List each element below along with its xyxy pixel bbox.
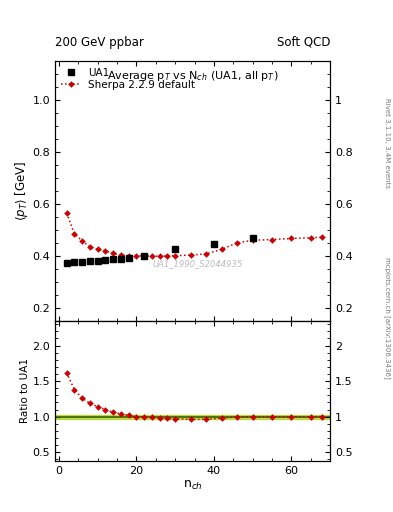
Text: Average p$_T$ vs N$_{ch}$ (UA1, all p$_T$): Average p$_T$ vs N$_{ch}$ (UA1, all p$_T… (107, 69, 278, 83)
Sherpa 2.2.9 default (173, 252, 178, 259)
Text: mcplots.cern.ch [arXiv:1306.3436]: mcplots.cern.ch [arXiv:1306.3436] (384, 257, 391, 378)
UA1 (111, 257, 116, 263)
X-axis label: n$_{ch}$: n$_{ch}$ (183, 478, 202, 492)
Sherpa 2.2.9 default (188, 252, 193, 258)
Sherpa 2.2.9 default (134, 253, 139, 259)
Text: Soft QCD: Soft QCD (277, 36, 330, 49)
Sherpa 2.2.9 default (320, 234, 325, 240)
UA1 (103, 257, 108, 263)
Sherpa 2.2.9 default (289, 236, 294, 242)
Sherpa 2.2.9 default (95, 246, 100, 252)
Sherpa 2.2.9 default (270, 237, 274, 243)
UA1 (173, 246, 178, 252)
Sherpa 2.2.9 default (165, 253, 170, 259)
Sherpa 2.2.9 default (126, 252, 131, 259)
Line: UA1: UA1 (64, 234, 256, 266)
UA1 (64, 260, 69, 266)
UA1 (95, 258, 100, 264)
Y-axis label: $\langle p_T \rangle$ [GeV]: $\langle p_T \rangle$ [GeV] (13, 161, 29, 221)
Y-axis label: Ratio to UA1: Ratio to UA1 (20, 358, 29, 423)
Sherpa 2.2.9 default (103, 248, 108, 254)
Sherpa 2.2.9 default (250, 237, 255, 243)
Text: 200 GeV ppbar: 200 GeV ppbar (55, 36, 144, 49)
Sherpa 2.2.9 default (204, 251, 209, 257)
UA1 (72, 259, 77, 265)
Legend: UA1, Sherpa 2.2.9 default: UA1, Sherpa 2.2.9 default (59, 66, 197, 92)
Sherpa 2.2.9 default (111, 250, 116, 257)
Sherpa 2.2.9 default (88, 244, 92, 250)
Sherpa 2.2.9 default (80, 238, 84, 244)
Line: Sherpa 2.2.9 default: Sherpa 2.2.9 default (64, 211, 325, 258)
Sherpa 2.2.9 default (157, 253, 162, 259)
UA1 (142, 253, 147, 259)
UA1 (119, 256, 123, 262)
Sherpa 2.2.9 default (142, 253, 147, 259)
Sherpa 2.2.9 default (64, 210, 69, 216)
Sherpa 2.2.9 default (119, 252, 123, 258)
Sherpa 2.2.9 default (219, 246, 224, 252)
Sherpa 2.2.9 default (149, 253, 154, 259)
UA1 (126, 255, 131, 261)
Bar (55, 415, 330, 419)
Sherpa 2.2.9 default (309, 234, 313, 241)
UA1 (88, 258, 92, 264)
UA1 (80, 259, 84, 265)
UA1 (250, 234, 255, 241)
Text: UA1_1990_S2044935: UA1_1990_S2044935 (153, 259, 243, 268)
Sherpa 2.2.9 default (235, 240, 239, 246)
Sherpa 2.2.9 default (72, 231, 77, 237)
UA1 (211, 241, 216, 247)
Text: Rivet 3.1.10, 3.4M events: Rivet 3.1.10, 3.4M events (384, 98, 390, 188)
